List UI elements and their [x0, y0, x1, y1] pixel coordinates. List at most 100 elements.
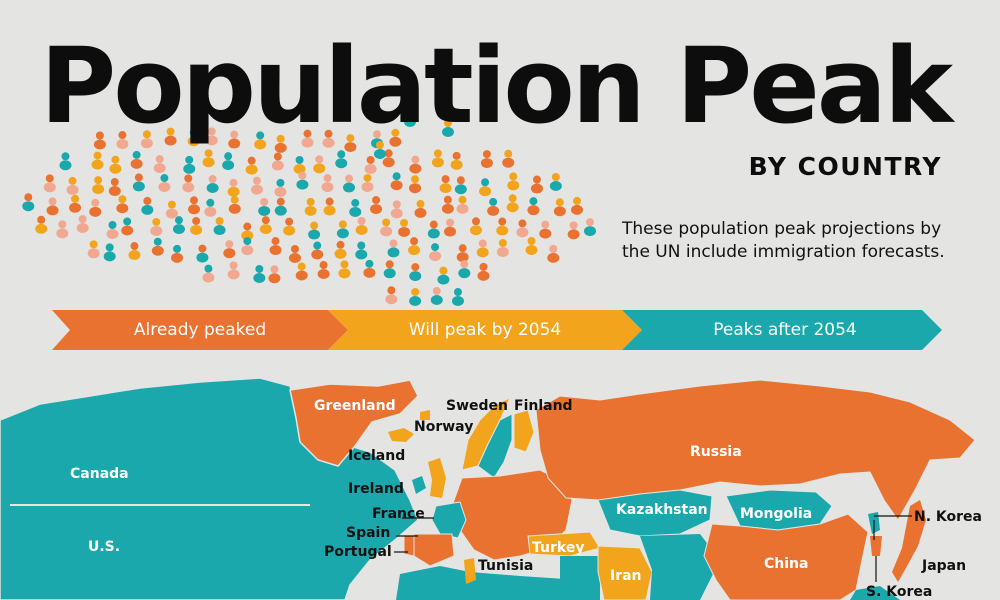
person-icon — [502, 149, 515, 168]
person-icon — [355, 241, 368, 260]
person-icon — [458, 260, 471, 279]
person-icon — [121, 217, 134, 236]
person-icon — [89, 198, 102, 217]
person-icon — [525, 237, 538, 256]
person-icon — [108, 178, 121, 197]
label-canada: Canada — [70, 466, 129, 482]
person-icon — [66, 176, 79, 195]
person-icon — [506, 194, 519, 213]
person-icon — [164, 127, 177, 146]
person-icon — [414, 199, 427, 218]
person-icon — [87, 240, 100, 259]
person-icon — [150, 217, 163, 236]
person-icon — [344, 134, 357, 153]
label-japan: Japan — [921, 558, 966, 574]
person-icon — [444, 218, 457, 237]
person-icon — [479, 178, 492, 197]
label-s-korea: S. Korea — [866, 584, 932, 600]
person-icon — [43, 174, 56, 193]
person-icon — [335, 150, 348, 169]
person-icon — [380, 218, 393, 237]
person-icon — [374, 141, 386, 159]
person-icon — [454, 176, 467, 195]
person-icon — [250, 176, 263, 195]
person-icon — [527, 197, 540, 216]
region-north-africa — [396, 566, 600, 600]
person-icon — [132, 173, 145, 192]
person-icon — [141, 196, 154, 215]
label-greenland: Greenland — [314, 398, 396, 414]
person-icon — [241, 222, 254, 241]
person-icon — [35, 215, 48, 234]
person-icon — [516, 219, 529, 238]
person-icon — [409, 155, 422, 174]
label-portugal: Portugal — [324, 544, 392, 560]
region-central-asia — [640, 534, 720, 600]
person-icon — [439, 175, 452, 194]
person-icon — [227, 178, 240, 197]
label-kazakhstan: Kazakhstan — [616, 502, 708, 518]
person-icon — [172, 216, 185, 235]
person-icon — [430, 287, 443, 306]
person-icon — [584, 218, 597, 237]
person-icon — [507, 172, 520, 191]
person-icon — [487, 197, 500, 216]
person-icon — [274, 134, 287, 153]
person-icon — [469, 217, 482, 236]
person-icon — [202, 149, 215, 168]
person-icon — [171, 244, 184, 263]
person-icon — [547, 244, 560, 263]
person-icon — [370, 196, 383, 215]
label-n-korea: N. Korea — [914, 509, 982, 525]
person-icon — [183, 155, 196, 174]
person-icon — [92, 176, 105, 195]
person-icon — [304, 197, 317, 216]
person-icon — [406, 83, 418, 101]
person-icon — [228, 130, 241, 149]
person-icon — [361, 173, 374, 192]
person-icon — [274, 197, 287, 216]
person-icon — [441, 195, 454, 214]
label-turkey: Turkey — [532, 540, 584, 556]
person-icon — [140, 130, 153, 149]
person-icon — [205, 127, 218, 146]
label-mongolia: Mongolia — [740, 506, 812, 522]
person-icon — [408, 237, 421, 256]
region-middle-east — [560, 556, 600, 600]
person-icon — [296, 171, 309, 190]
label-russia: Russia — [690, 444, 742, 460]
legend-label-will-peak: Will peak by 2054 — [408, 320, 562, 340]
person-icon — [190, 216, 203, 235]
person-icon — [336, 220, 349, 239]
person-icon — [456, 195, 469, 214]
projection-note: These population peak projections by the… — [622, 218, 972, 264]
person-icon — [311, 241, 324, 260]
person-icon — [338, 260, 351, 279]
person-icon — [387, 239, 400, 258]
person-icon — [188, 196, 201, 215]
person-icon — [322, 129, 335, 148]
person-icon — [116, 131, 129, 150]
label-norway: Norway — [414, 419, 473, 435]
region-finland — [513, 409, 535, 453]
person-icon — [153, 155, 166, 174]
person-icon — [271, 152, 284, 171]
person-icon — [389, 128, 402, 147]
person-icon — [116, 195, 129, 214]
person-icon — [442, 119, 454, 137]
person-icon — [321, 174, 334, 193]
person-icon — [355, 217, 368, 236]
label-china: China — [764, 556, 808, 572]
region-kazakhstan — [597, 489, 713, 537]
region-ireland — [412, 476, 426, 494]
person-icon — [308, 221, 321, 240]
person-icon — [496, 238, 509, 257]
person-icon — [227, 261, 240, 280]
person-icon — [46, 197, 59, 216]
label-ireland: Ireland — [348, 481, 404, 497]
label-tunisia: Tunisia — [478, 558, 533, 574]
person-icon — [313, 155, 326, 174]
note-line-2: the UN include immigration forecasts. — [622, 242, 945, 262]
person-icon — [437, 266, 450, 285]
